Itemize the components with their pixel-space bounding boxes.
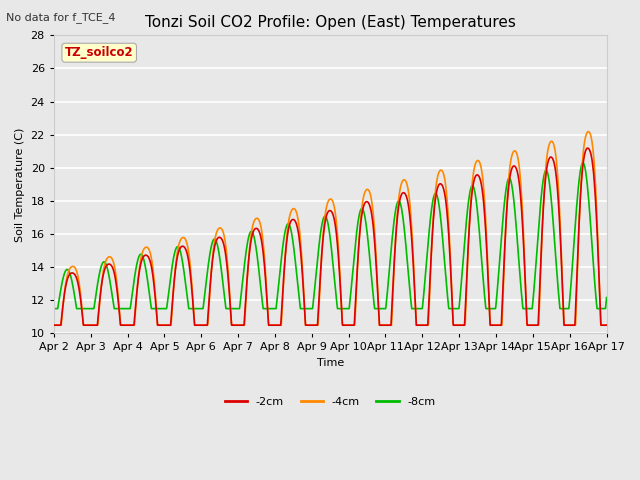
X-axis label: Time: Time [317,358,344,368]
Text: No data for f_TCE_4: No data for f_TCE_4 [6,12,116,23]
Y-axis label: Soil Temperature (C): Soil Temperature (C) [15,127,25,241]
Text: TZ_soilco2: TZ_soilco2 [65,46,134,59]
Legend: -2cm, -4cm, -8cm: -2cm, -4cm, -8cm [220,393,440,411]
Title: Tonzi Soil CO2 Profile: Open (East) Temperatures: Tonzi Soil CO2 Profile: Open (East) Temp… [145,15,516,30]
